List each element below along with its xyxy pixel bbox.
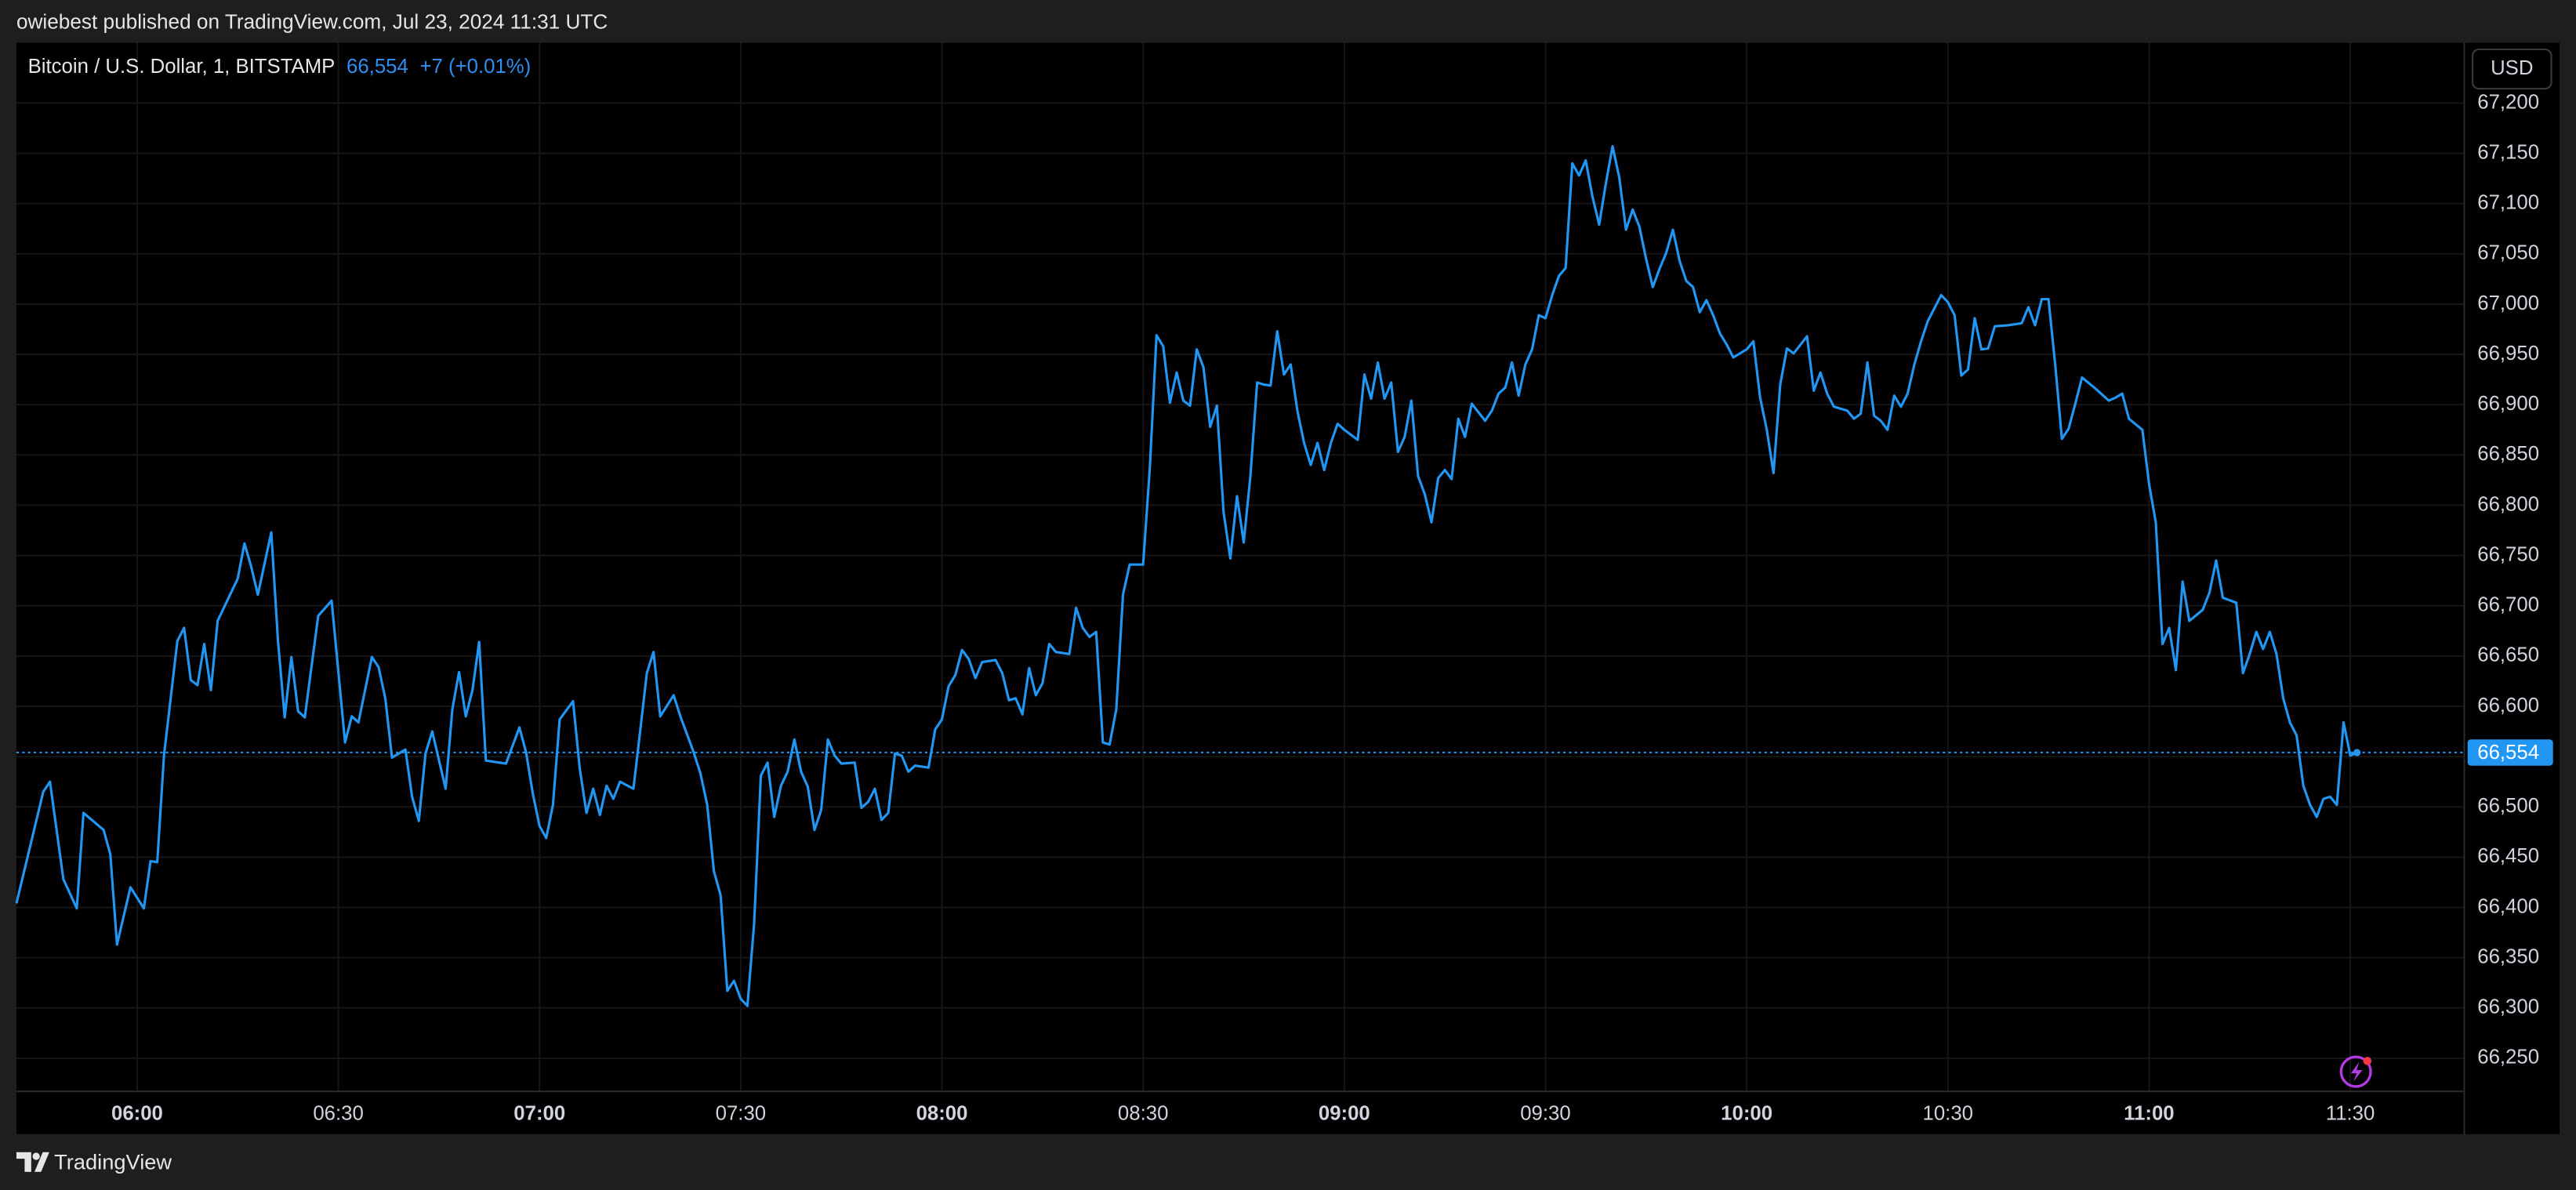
y-tick-label: 66,350 bbox=[2477, 945, 2539, 967]
brand-logo-dot bbox=[32, 1152, 40, 1160]
x-tick-label: 07:00 bbox=[513, 1102, 565, 1124]
icon-bolt[interactable] bbox=[2350, 1061, 2363, 1082]
y-tick-label: 66,950 bbox=[2477, 343, 2539, 365]
brand: TradingView bbox=[16, 1150, 172, 1174]
lightning-icon[interactable] bbox=[2339, 1055, 2372, 1088]
price-change: +7 (+0.01%) bbox=[420, 56, 532, 78]
x-tick-label: 10:00 bbox=[1721, 1102, 1772, 1124]
chart-area bbox=[16, 42, 2560, 1134]
x-tick-label: 06:30 bbox=[313, 1102, 363, 1124]
y-tick-label: 66,650 bbox=[2477, 644, 2539, 666]
y-tick-label: 66,300 bbox=[2477, 996, 2539, 1018]
y-tick-label: 67,100 bbox=[2477, 192, 2539, 214]
x-tick-label: 09:00 bbox=[1319, 1102, 1370, 1124]
y-tick-label: 67,150 bbox=[2477, 141, 2539, 163]
currency-button[interactable] bbox=[2471, 48, 2552, 90]
brand-logo bbox=[16, 1152, 49, 1172]
y-tick-label: 66,700 bbox=[2477, 594, 2539, 616]
y-tick-label: 66,450 bbox=[2477, 845, 2539, 867]
x-tick-label: 11:00 bbox=[2124, 1102, 2174, 1124]
y-tick-label: 67,050 bbox=[2477, 242, 2539, 264]
last-point bbox=[2353, 749, 2361, 756]
last-price-tag-label: 66,554 bbox=[2477, 742, 2539, 764]
y-tick-label: 66,800 bbox=[2477, 493, 2539, 515]
x-tick-label: 07:30 bbox=[716, 1102, 766, 1124]
y-tick-label: 67,200 bbox=[2477, 91, 2539, 113]
publish-note: owiebest published on TradingView.com, J… bbox=[16, 9, 608, 33]
y-tick-label: 66,250 bbox=[2477, 1047, 2539, 1068]
last-price: 66,554 bbox=[346, 56, 408, 78]
last-price-tag bbox=[2467, 739, 2553, 766]
icon-dot[interactable] bbox=[2363, 1057, 2372, 1065]
symbol-header: Bitcoin / U.S. Dollar, 1, BITSTAMP 66,554… bbox=[28, 56, 532, 78]
y-tick-label: 67,000 bbox=[2477, 292, 2539, 314]
symbol-title: Bitcoin / U.S. Dollar, 1, BITSTAMP bbox=[28, 56, 336, 78]
x-tick-label: 08:00 bbox=[916, 1102, 968, 1124]
x-tick-label: 06:00 bbox=[111, 1102, 163, 1124]
y-tick-label: 66,600 bbox=[2477, 695, 2539, 717]
brand-name: TradingView bbox=[54, 1150, 172, 1174]
y-tick-label: 66,500 bbox=[2477, 795, 2539, 817]
y-tick-label: 66,750 bbox=[2477, 543, 2539, 565]
price-line bbox=[15, 145, 2358, 1007]
y-tick-label: 66,850 bbox=[2477, 443, 2539, 465]
x-tick-label: 10:30 bbox=[1923, 1102, 1973, 1124]
x-tick-label: 09:30 bbox=[1520, 1102, 1570, 1124]
grid: 66,250 66,300 66,350 66,400 66,450 66,500 66,5… bbox=[16, 42, 2539, 1124]
y-tick-label: 66,900 bbox=[2477, 393, 2539, 415]
currency-label[interactable]: USD bbox=[2491, 57, 2533, 79]
y-tick-label: 66,400 bbox=[2477, 895, 2539, 917]
plot: 66,554 bbox=[15, 145, 2553, 1007]
x-tick-label: 11:30 bbox=[2326, 1102, 2375, 1124]
icon-ring[interactable] bbox=[2339, 1055, 2372, 1088]
x-tick-label: 08:30 bbox=[1118, 1102, 1168, 1124]
